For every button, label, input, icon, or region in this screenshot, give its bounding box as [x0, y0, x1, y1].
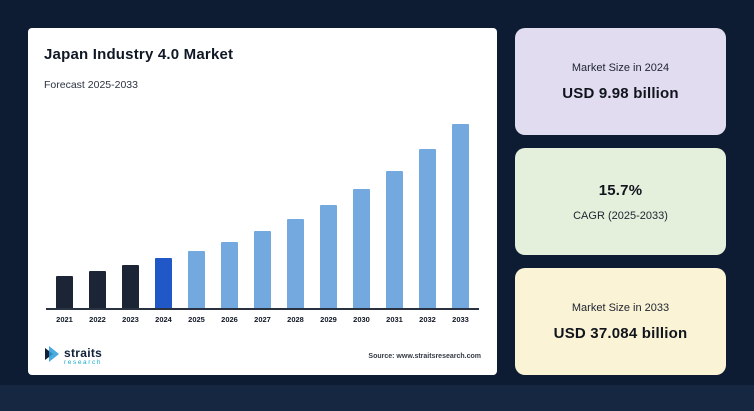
x-tick-2025: 2025: [188, 315, 205, 324]
stat-label: Market Size in 2024: [571, 61, 670, 74]
stat-label: CAGR (2025-2033): [573, 209, 668, 222]
bar-2029: [320, 205, 337, 308]
chart-subtitle: Forecast 2025-2033: [44, 79, 138, 91]
stat-value: 15.7%: [598, 181, 643, 199]
bar-column-2027: [246, 231, 279, 308]
x-tick-2022: 2022: [89, 315, 106, 324]
bar-column-2032: [411, 149, 444, 308]
stat-value: USD 37.084 billion: [553, 324, 688, 342]
bar-2032: [419, 149, 436, 308]
chart-title: Japan Industry 4.0 Market: [44, 46, 234, 63]
bar-2023: [122, 265, 139, 308]
bar-2028: [287, 219, 304, 308]
stat-card-market-size-2033: Market Size in 2033 USD 37.084 billion: [515, 268, 726, 375]
bar-2021: [56, 276, 73, 308]
x-axis-ticks: 2021 2022 2023 2024 2025 2026 2027 2028 2029 2030…: [46, 310, 479, 324]
x-tick-2021: 2021: [56, 315, 73, 324]
source-text: Source: www.straitsresearch.com: [368, 353, 481, 360]
bar-2030: [353, 189, 370, 308]
bar-2024: [155, 258, 172, 308]
stat-card-market-size-2024: Market Size in 2024 USD 9.98 billion: [515, 28, 726, 135]
logo-text: straits research: [64, 347, 102, 367]
bar-column-2025: [180, 251, 213, 308]
x-tick-2028: 2028: [287, 315, 304, 324]
bar-column-2028: [279, 219, 312, 308]
x-tick-2033: 2033: [452, 315, 469, 324]
bar-2026: [221, 242, 238, 308]
straits-research-logo: straits research: [44, 346, 102, 367]
bar-2025: [188, 251, 205, 308]
bar-2031: [386, 171, 403, 308]
bar-2027: [254, 231, 271, 308]
stat-value: USD 9.98 billion: [562, 84, 679, 102]
bar-column-2026: [213, 242, 246, 308]
bar-column-2024: [147, 258, 180, 308]
stat-card-cagr: 15.7% CAGR (2025-2033): [515, 148, 726, 255]
x-tick-2024: 2024: [155, 315, 172, 324]
x-tick-2031: 2031: [386, 315, 403, 324]
bar-column-2033: [444, 124, 477, 308]
logo-arrow-icon: [44, 346, 60, 367]
bar-column-2023: [114, 265, 147, 308]
logo-subname: research: [64, 358, 103, 366]
bar-column-2031: [378, 171, 411, 308]
bottom-band: [0, 385, 754, 411]
stat-cards: Market Size in 2024 USD 9.98 billion 15.…: [515, 28, 726, 375]
bar-column-2029: [312, 205, 345, 308]
bar-2033: [452, 124, 469, 308]
chart-footer: straits research Source: www.straitsrese…: [44, 346, 481, 367]
bars-track: [46, 120, 479, 310]
stat-label: Market Size in 2033: [571, 301, 670, 314]
bar-2022: [89, 271, 106, 308]
bar-column-2021: [48, 276, 81, 308]
logo-name: straits: [64, 345, 103, 360]
bar-column-2030: [345, 189, 378, 308]
x-tick-2030: 2030: [353, 315, 370, 324]
x-tick-2023: 2023: [122, 315, 139, 324]
x-tick-2029: 2029: [320, 315, 337, 324]
chart-card: Japan Industry 4.0 Market Forecast 2025-…: [28, 28, 497, 375]
bar-column-2022: [81, 271, 114, 308]
x-tick-2026: 2026: [221, 315, 238, 324]
x-tick-2027: 2027: [254, 315, 271, 324]
x-tick-2032: 2032: [419, 315, 436, 324]
bar-chart: 2021 2022 2023 2024 2025 2026 2027 2028 2029 2030…: [46, 120, 479, 324]
